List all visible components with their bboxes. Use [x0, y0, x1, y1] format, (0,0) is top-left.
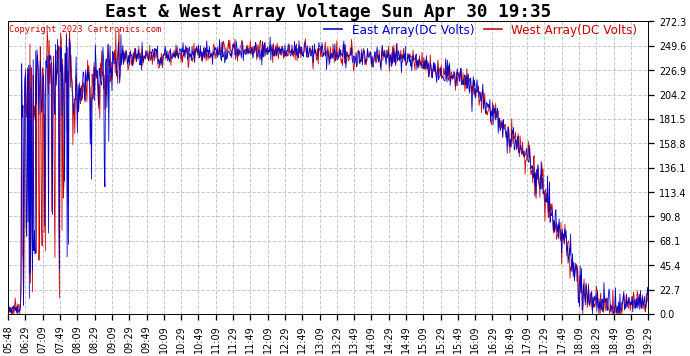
- Text: Copyright 2023 Cartronics.com: Copyright 2023 Cartronics.com: [10, 25, 161, 34]
- Title: East & West Array Voltage Sun Apr 30 19:35: East & West Array Voltage Sun Apr 30 19:…: [105, 3, 551, 21]
- Legend: East Array(DC Volts), West Array(DC Volts): East Array(DC Volts), West Array(DC Volt…: [319, 19, 642, 42]
